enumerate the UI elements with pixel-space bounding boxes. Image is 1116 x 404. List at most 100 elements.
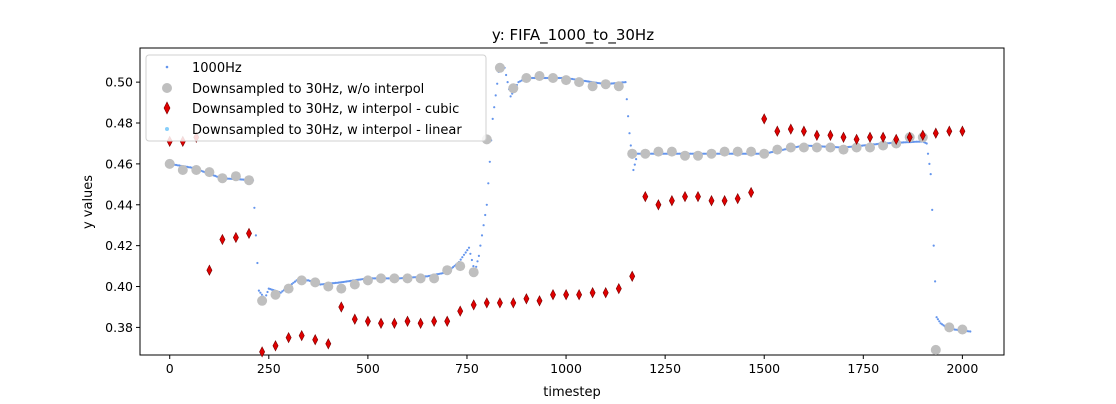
data-point-cubic — [364, 315, 371, 327]
data-point-cubic — [734, 192, 741, 205]
data-point-1000hz — [545, 76, 549, 80]
data-point-cubic — [550, 289, 556, 301]
data-point-1000hz — [292, 281, 295, 284]
data-point-1000hz — [936, 318, 940, 321]
data-point-no-interpol — [402, 273, 413, 284]
x-tick-label: 500 — [356, 361, 380, 376]
legend-marker-cubic — [163, 101, 171, 115]
data-point-cubic — [536, 295, 543, 307]
data-point-1000hz — [926, 152, 930, 155]
data-point-cubic — [576, 289, 583, 301]
data-point-1000hz — [584, 79, 587, 83]
data-point-cubic — [840, 131, 847, 143]
data-point-no-interpol — [957, 324, 968, 335]
data-point-no-interpol — [574, 77, 585, 88]
plot-area — [139, 47, 1005, 356]
data-point-1000hz — [929, 173, 932, 176]
data-point-1000hz — [629, 144, 632, 147]
data-point-no-interpol — [270, 289, 281, 300]
data-point-no-interpol — [508, 83, 519, 94]
data-point-1000hz — [935, 316, 938, 319]
data-point-1000hz — [625, 98, 628, 101]
data-point-no-interpol — [376, 273, 386, 284]
data-point-cubic — [338, 301, 345, 313]
data-point-no-interpol — [257, 295, 268, 306]
data-point-cubic — [813, 129, 820, 141]
data-point-cubic — [615, 282, 622, 295]
series-cubic — [166, 113, 966, 358]
data-point-1000hz — [874, 143, 877, 146]
data-point-1000hz — [476, 260, 479, 263]
data-point-no-interpol — [666, 146, 677, 157]
data-point-cubic — [708, 195, 715, 207]
data-point-1000hz — [544, 76, 547, 80]
data-point-no-interpol — [455, 261, 466, 272]
data-point-no-interpol — [838, 144, 849, 155]
data-point-1000hz — [332, 282, 336, 285]
legend-label: Downsampled to 30Hz, w interpol - cubic — [192, 102, 459, 117]
data-point-cubic — [496, 297, 503, 309]
data-point-1000hz — [400, 277, 403, 280]
data-point-no-interpol — [521, 73, 532, 83]
data-point-1000hz — [477, 254, 480, 257]
data-point-1000hz — [345, 280, 348, 283]
y-axis-title: y values — [81, 175, 96, 229]
data-point-1000hz — [493, 106, 496, 109]
data-point-no-interpol — [825, 142, 836, 153]
data-point-cubic — [959, 125, 966, 137]
data-point-1000hz — [257, 289, 260, 292]
data-point-1000hz — [485, 203, 488, 206]
data-point-no-interpol — [336, 283, 347, 294]
data-point-1000hz — [259, 291, 262, 294]
legend-entry: Downsampled to 30Hz, w/o interpol — [162, 82, 424, 97]
legend-label: 1000Hz — [192, 61, 242, 76]
legend-entry: Downsampled to 30Hz, w interpol - cubic — [163, 101, 459, 117]
data-point-no-interpol — [442, 265, 453, 276]
data-point-no-interpol — [640, 148, 651, 159]
data-point-1000hz — [488, 160, 491, 163]
data-point-cubic — [272, 340, 279, 352]
data-point-no-interpol — [600, 79, 611, 90]
data-point-1000hz — [452, 266, 455, 269]
data-point-1000hz — [387, 277, 390, 280]
data-point-1000hz — [628, 132, 631, 135]
data-point-no-interpol — [587, 81, 598, 92]
data-point-cubic — [880, 131, 887, 143]
data-point-1000hz — [254, 234, 257, 237]
data-point-1000hz — [480, 234, 484, 237]
data-point-no-interpol — [217, 173, 228, 184]
axes-frame — [139, 47, 1005, 356]
data-point-1000hz — [281, 290, 284, 293]
data-point-cubic — [682, 190, 688, 203]
data-point-cubic — [761, 113, 768, 125]
data-point-cubic — [563, 289, 570, 301]
data-point-1000hz — [242, 178, 245, 181]
data-point-cubic — [232, 231, 239, 244]
data-point-cubic — [642, 190, 649, 203]
data-point-1000hz — [462, 253, 466, 256]
data-point-1000hz — [915, 140, 918, 143]
data-point-cubic — [589, 287, 596, 299]
chart-title: y: FIFA_1000_to_30Hz — [492, 26, 654, 45]
x-tick-label: 1000 — [550, 361, 582, 376]
data-point-1000hz — [342, 280, 345, 284]
data-point-cubic — [906, 131, 913, 143]
data-point-no-interpol — [878, 140, 889, 151]
data-point-1000hz — [339, 281, 342, 284]
y-tick-label: 0.48 — [105, 116, 133, 131]
data-point-1000hz — [627, 115, 630, 118]
data-point-cubic — [721, 195, 728, 207]
data-point-cubic — [510, 297, 517, 309]
data-point-1000hz — [228, 177, 231, 180]
data-point-no-interpol — [296, 275, 307, 286]
data-point-1000hz — [875, 143, 878, 146]
data-point-1000hz — [861, 144, 864, 147]
x-tick-label: 2000 — [946, 361, 978, 376]
data-point-no-interpol — [706, 148, 717, 159]
data-point-1000hz — [716, 152, 719, 155]
legend-label: Downsampled to 30Hz, w interpol - linear — [192, 123, 462, 138]
data-point-1000hz — [494, 94, 497, 97]
data-point-cubic — [351, 313, 358, 325]
data-point-1000hz — [572, 78, 576, 81]
data-point-no-interpol — [693, 150, 703, 161]
